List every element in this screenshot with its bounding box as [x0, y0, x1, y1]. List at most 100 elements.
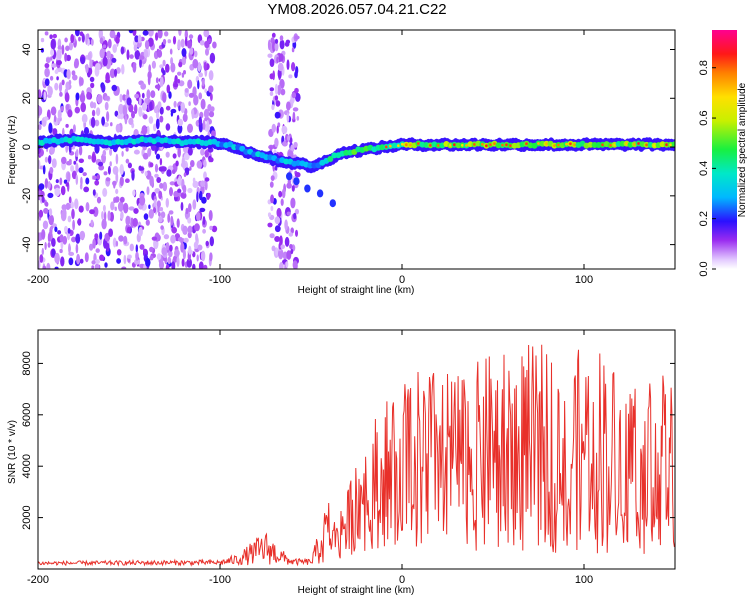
spectrogram-noise-mark — [138, 55, 145, 60]
spectrogram-noise-mark — [80, 56, 86, 64]
spectrogram-ridge-peak — [509, 144, 512, 148]
spectrogram-noise-mark — [284, 236, 290, 247]
spectrogram-noise-mark — [205, 48, 209, 56]
spectrogram-noise-mark — [141, 102, 148, 111]
spectrogram-noise-mark — [148, 116, 154, 124]
spectrogram-noise-mark — [107, 165, 111, 175]
spectrogram-noise-mark — [187, 147, 193, 156]
spectrogram-noise-mark — [278, 53, 284, 62]
spectrogram-noise-mark — [45, 57, 51, 64]
spectrogram-noise-mark — [188, 245, 192, 255]
spectrogram-noise-mark — [162, 92, 167, 103]
spectrogram-noise-mark — [101, 116, 105, 126]
spectrogram-noise-mark — [193, 94, 199, 106]
spectrogram-noise-mark — [144, 171, 148, 177]
spectrogram-noise-mark — [48, 155, 52, 165]
spectrogram-noise-mark — [291, 61, 296, 72]
spectrogram-noise-mark — [101, 83, 106, 93]
spectrogram-noise-mark — [135, 251, 139, 261]
spectrogram-noise-mark — [176, 256, 180, 268]
spectrogram-noise-mark — [170, 215, 174, 226]
spectrogram-noise-mark — [38, 260, 41, 269]
spectrogram-noise-mark — [182, 184, 187, 194]
spectrogram-noise-mark — [47, 181, 51, 190]
spectrogram-noise-mark — [68, 243, 71, 254]
spectrogram-noise-mark — [71, 208, 75, 220]
spectrogram-ridge-peak — [453, 143, 456, 147]
spectrogram-noise-mark — [133, 44, 138, 52]
spectrogram-noise-mark — [289, 137, 293, 144]
spectrogram-noise-mark — [141, 125, 148, 136]
spectrogram-noise-mark — [208, 70, 214, 81]
spectrogram-noise-mark — [57, 117, 61, 125]
spectrogram-noise-mark — [67, 227, 71, 234]
spectrogram-ridge-peak — [389, 144, 392, 148]
spectrogram-noise-mark — [89, 209, 95, 215]
spectrogram-noise-mark — [197, 244, 203, 251]
spectrogram-noise-mark — [163, 234, 170, 240]
spectrogram-noise-mark — [89, 101, 95, 109]
spectrogram-noise-mark — [156, 177, 162, 183]
spectrogram-noise-mark — [116, 258, 121, 264]
spectrogram-noise-mark — [274, 83, 278, 95]
spectrogram-noise-mark — [51, 248, 56, 257]
spectrogram-noise-mark — [133, 208, 139, 214]
spectrogram-noise-mark — [288, 232, 294, 237]
spectrogram-noise-mark — [137, 34, 142, 44]
spectrogram-noise-mark — [149, 246, 154, 253]
spectrogram-noise-mark — [109, 30, 116, 39]
spectrogram-noise-mark — [148, 204, 151, 210]
spectrogram-noise-mark — [178, 105, 181, 112]
spectrogram-noise-mark — [75, 233, 81, 244]
spectrogram-noise-mark — [64, 37, 68, 43]
spectrogram-noise-mark — [293, 212, 297, 220]
spectrogram-noise-mark — [43, 91, 47, 101]
spectrogram-noise-mark — [203, 171, 207, 180]
spectrogram-noise-mark — [188, 203, 192, 213]
spectrogram-noise-mark — [149, 101, 153, 112]
spectrogram-noise-mark — [203, 61, 207, 71]
spectrogram-noise-mark — [193, 50, 198, 58]
spectrogram-noise-mark — [176, 218, 180, 228]
colorbar-tick-label: 0.0 — [698, 261, 710, 276]
spectrogram-noise-mark — [274, 236, 280, 242]
spectrogram-ridge-peak — [665, 143, 668, 147]
spectrogram-xlabel: Height of straight line (km) — [298, 285, 415, 296]
spectrogram-noise-mark — [96, 196, 102, 204]
spectrogram-noise-mark — [80, 102, 86, 113]
spectrogram-noise-mark — [153, 199, 157, 207]
spectrogram-noise-mark — [286, 250, 292, 260]
spectrogram-noise-mark — [90, 116, 96, 128]
spectrogram-noise-mark — [95, 63, 101, 70]
spectrogram-noise-mark — [152, 207, 157, 214]
spectrogram-noise-mark — [122, 106, 128, 116]
spectrogram-noise-mark — [280, 198, 284, 206]
spectrogram-noise-mark — [52, 33, 57, 39]
spectrogram-noise-mark — [177, 78, 180, 84]
spectrogram-noise-mark — [101, 218, 107, 230]
spectrogram-noise-mark — [274, 111, 281, 119]
spectrogram-noise-mark — [138, 226, 143, 237]
spectrogram-noise-mark — [169, 181, 176, 186]
spectrogram-noise-mark — [187, 225, 193, 234]
spectrogram-noise-mark — [147, 37, 154, 47]
spectrogram-noise-mark — [267, 39, 271, 51]
spectrogram-noise-mark — [290, 248, 294, 255]
spectrogram-noise-mark — [209, 236, 214, 247]
spectrogram-noise-mark — [146, 89, 151, 100]
spectrogram-noise-mark — [186, 40, 193, 49]
spectrogram-noise-mark — [198, 116, 202, 126]
spectrogram-noise-mark — [292, 40, 297, 49]
snr-ytick-label: 2000 — [21, 505, 33, 529]
spectrogram-noise-mark — [154, 84, 161, 90]
spectrogram-noise-mark — [162, 70, 166, 76]
spectrogram-noise-mark — [128, 117, 134, 125]
spectrogram-noise-mark — [57, 109, 62, 120]
colorbar: 0.0 0.2 0.4 0.6 0.8 Normalized spectral ampl… — [698, 30, 748, 277]
spectrogram-noise-mark — [280, 88, 286, 96]
spectrogram-noise-mark — [180, 242, 185, 253]
spectrogram-noise-mark — [200, 148, 205, 156]
spectrogram-noise-mark — [87, 155, 92, 160]
spectrogram-noise-mark — [177, 71, 182, 76]
